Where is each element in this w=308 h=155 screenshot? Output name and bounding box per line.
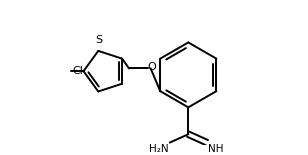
Text: O: O: [148, 62, 156, 73]
Text: H₂N: H₂N: [149, 144, 168, 154]
Text: Cl: Cl: [72, 66, 83, 76]
Text: S: S: [95, 35, 103, 45]
Text: NH: NH: [208, 144, 224, 154]
